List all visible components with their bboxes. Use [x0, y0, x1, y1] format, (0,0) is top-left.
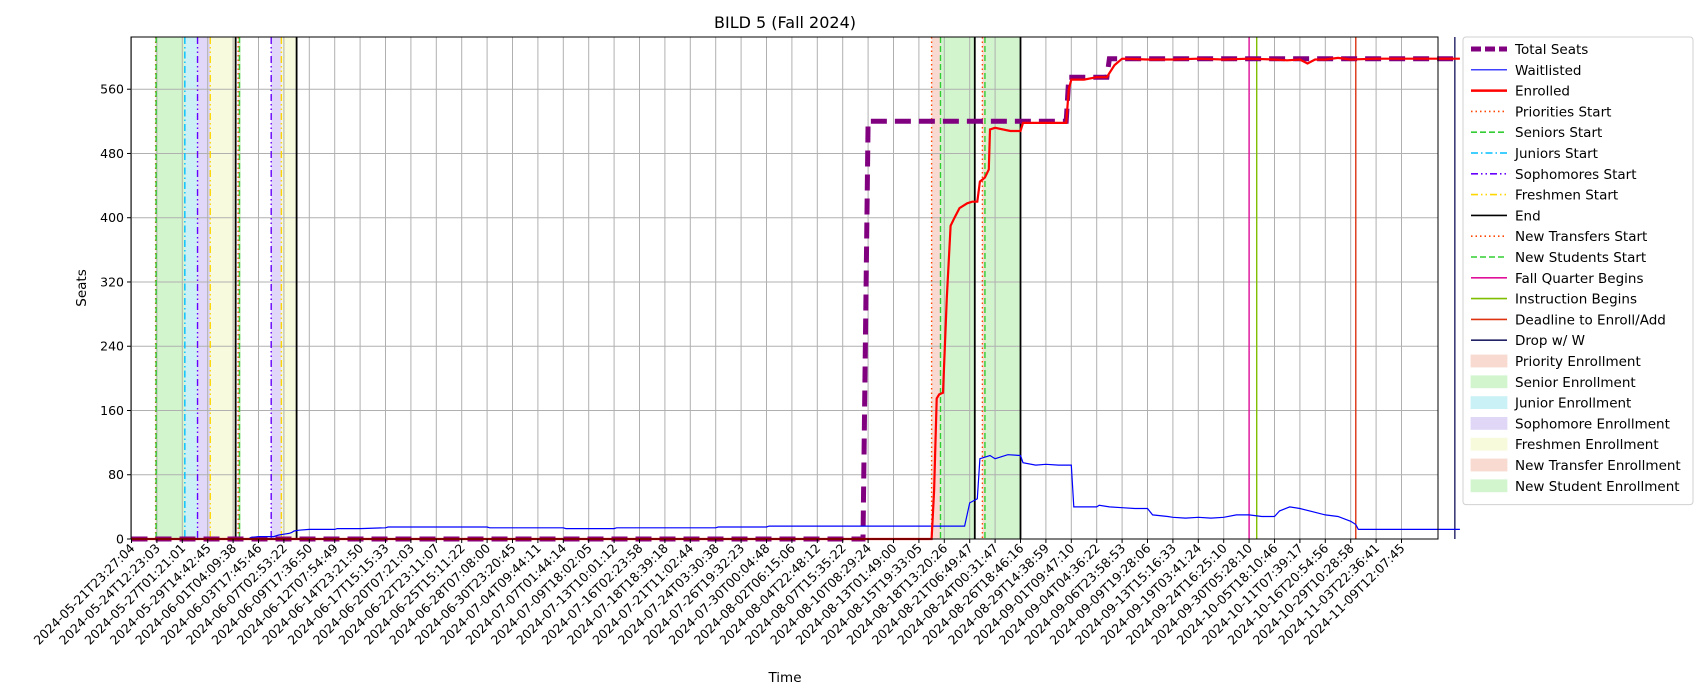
legend-label: New Student Enrollment — [1515, 479, 1680, 495]
legend-label: Freshmen Enrollment — [1515, 437, 1659, 453]
shaded-region — [184, 37, 198, 539]
shaded-region — [197, 37, 211, 539]
legend-label: Enrolled — [1515, 84, 1570, 100]
y-tick-label: 0 — [116, 532, 124, 547]
legend-label: Fall Quarter Begins — [1515, 271, 1644, 287]
shaded-region — [271, 37, 282, 539]
y-tick-label: 320 — [100, 274, 124, 289]
legend-swatch — [1470, 416, 1508, 430]
legend-swatch — [1470, 375, 1508, 389]
plot-frame — [130, 36, 1439, 540]
series-layer — [131, 56, 1460, 542]
legend-label: Drop w/ W — [1515, 333, 1585, 349]
series-line — [131, 56, 1460, 541]
x-axis: 2024-05-21T23:27:042024-05-24T12:23:0320… — [31, 539, 1408, 648]
shaded-region — [984, 37, 1021, 539]
y-tick-label: 80 — [108, 467, 124, 482]
legend-label: Total Seats — [1514, 42, 1588, 58]
legend-swatch — [1470, 396, 1508, 410]
y-tick-label: 160 — [100, 403, 124, 418]
shaded-region — [238, 37, 240, 539]
shaded-region — [156, 37, 185, 539]
legend-label: End — [1515, 208, 1541, 224]
y-tick-label: 240 — [100, 339, 124, 354]
legend-label: Deadline to Enroll/Add — [1515, 312, 1666, 328]
legend-label: Waitlisted — [1515, 63, 1582, 79]
legend-label: Instruction Begins — [1515, 292, 1637, 308]
legend-label: Senior Enrollment — [1515, 375, 1636, 391]
y-axis-title: Seats — [74, 269, 90, 306]
vertical-markers — [154, 37, 1456, 539]
legend-swatch — [1470, 479, 1508, 493]
legend-label: Sophomores Start — [1515, 167, 1637, 183]
legend-label: Freshmen Start — [1515, 188, 1618, 204]
legend-swatch — [1470, 437, 1508, 451]
legend-label: Priorities Start — [1515, 104, 1611, 120]
y-tick-label: 480 — [100, 146, 124, 161]
shaded-region — [155, 37, 157, 539]
legend-label: New Transfer Enrollment — [1515, 458, 1681, 474]
legend-label: New Students Start — [1515, 250, 1646, 266]
shaded-regions — [155, 37, 1021, 539]
shaded-region — [239, 37, 241, 539]
legend-label: New Transfers Start — [1515, 229, 1647, 245]
legend-label: Priority Enrollment — [1515, 354, 1641, 370]
legend-swatch — [1470, 458, 1508, 472]
legend-label: Seniors Start — [1515, 125, 1602, 141]
grid — [131, 37, 1438, 540]
x-axis-title: Time — [767, 670, 801, 686]
legend: Total Seats Waitlisted Enrolled Priorities … — [1462, 36, 1694, 506]
legend-label: Sophomore Enrollment — [1515, 416, 1670, 432]
y-tick-label: 560 — [100, 82, 124, 97]
shaded-region — [281, 37, 297, 539]
shaded-region — [931, 37, 941, 539]
shaded-region — [982, 37, 985, 539]
legend-box — [1462, 36, 1694, 506]
legend-label: Junior Enrollment — [1514, 396, 1631, 412]
legend-swatch — [1470, 354, 1508, 368]
series-line — [131, 454, 1460, 540]
y-tick-label: 400 — [100, 210, 124, 225]
legend-label: Juniors Start — [1514, 146, 1598, 162]
series-line — [131, 56, 1460, 542]
shaded-region — [210, 37, 236, 539]
y-axis: 0 80 160 240 320 400 480 560 — [100, 82, 131, 547]
chart-title: BILD 5 (Fall 2024) — [714, 13, 856, 32]
